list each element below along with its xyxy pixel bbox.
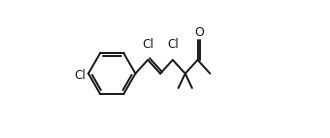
Text: Cl: Cl [142, 38, 154, 51]
Text: Cl: Cl [75, 69, 86, 82]
Text: O: O [194, 26, 204, 39]
Text: Cl: Cl [167, 38, 179, 51]
